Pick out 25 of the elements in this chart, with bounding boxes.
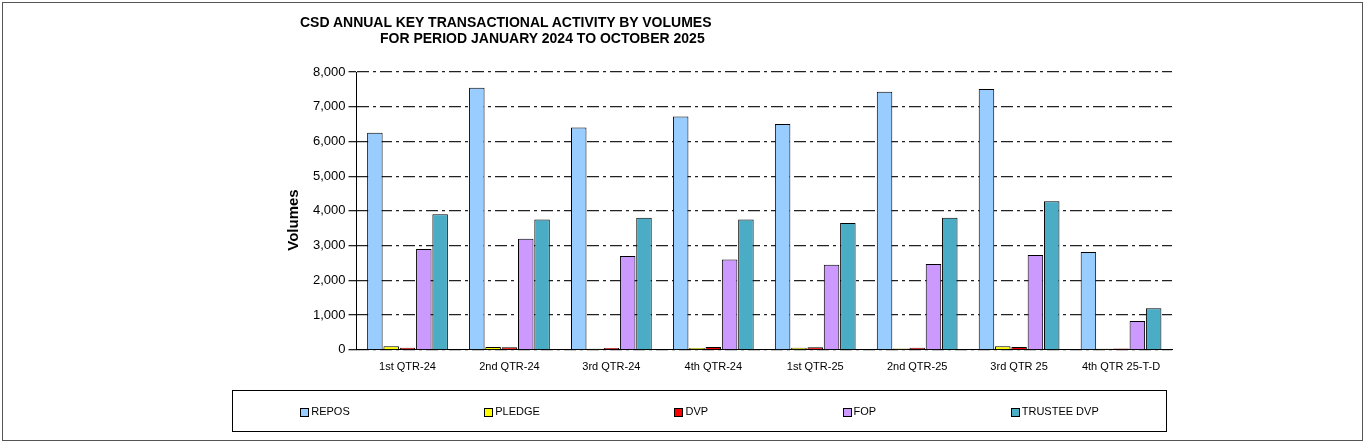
y-tick-label: 2,000 xyxy=(312,271,346,287)
x-tick-label: 3rd QTR 25 xyxy=(990,360,1048,373)
x-tick-label: 1st QTR-25 xyxy=(786,360,844,373)
legend-label: PLEDGE xyxy=(494,405,540,417)
x-tick-label: 4th QTR 25-T-D xyxy=(1081,360,1161,373)
x-tick-label: 3rd QTR-24 xyxy=(582,360,641,373)
y-tick-label: 4,000 xyxy=(312,202,346,218)
y-tick-label: 7,000 xyxy=(312,98,346,114)
x-tick-label: 2nd QTR-25 xyxy=(886,360,948,373)
x-tick-label: 2nd QTR-24 xyxy=(479,360,540,373)
legend-label: TRUSTEE DVP xyxy=(1020,405,1099,417)
y-tick-label: 8,000 xyxy=(312,63,346,79)
y-tick-label: 5,000 xyxy=(312,167,346,183)
x-tick-label: 1st QTR-24 xyxy=(379,360,436,373)
legend-label: REPOS xyxy=(310,405,350,417)
legend-label: FOP xyxy=(852,405,877,417)
y-tick-label: 3,000 xyxy=(312,237,346,253)
chart-subtitle: FOR PERIOD JANUARY 2024 TO OCTOBER 2025 xyxy=(379,30,706,46)
y-tick-label: 6,000 xyxy=(312,133,346,149)
chart-title: CSD ANNUAL KEY TRANSACTIONAL ACTIVITY BY VOLUMES xyxy=(300,14,713,30)
y-tick-label: 1,000 xyxy=(312,306,346,322)
y-tick-label: 0 xyxy=(338,341,346,357)
legend-label: DVP xyxy=(684,405,709,417)
y-axis-title: Volumes xyxy=(283,189,301,251)
x-tick-label: 4th QTR-24 xyxy=(684,360,743,373)
